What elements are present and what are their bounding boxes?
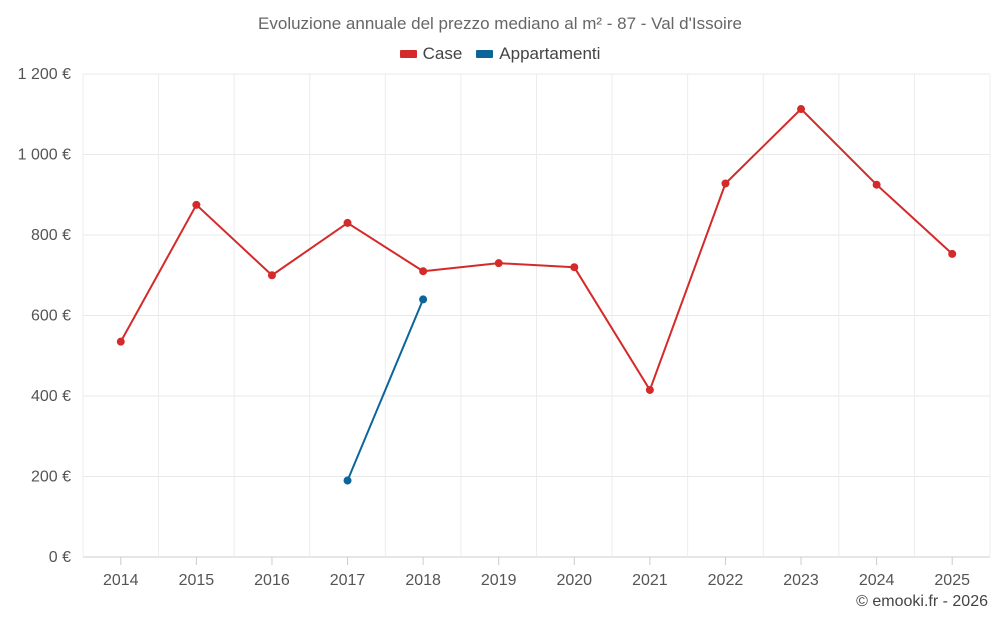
series-line-appartamenti	[346, 299, 425, 481]
y-tick-label: 400 €	[31, 388, 71, 405]
x-tick-label: 2025	[934, 572, 970, 589]
legend: Case Appartamenti	[0, 44, 1000, 64]
x-tick-label: 2015	[179, 572, 215, 589]
legend-swatch-appartamenti	[476, 50, 494, 58]
x-tick-label: 2020	[556, 572, 592, 589]
data-point-case-2022	[721, 179, 730, 188]
data-point-case-2021	[645, 385, 654, 394]
y-tick-label: 600 €	[31, 308, 71, 325]
legend-label-appartamenti: Appartamenti	[499, 44, 601, 63]
legend-item-appartamenti[interactable]: Appartamenti	[476, 44, 600, 64]
legend-swatch-case	[399, 50, 417, 58]
series-line-case	[119, 108, 953, 391]
legend-item-case[interactable]: Case	[399, 44, 463, 64]
x-tick-label: 2019	[481, 572, 517, 589]
x-tick-label: 2022	[708, 572, 744, 589]
data-point-appartamenti-2017	[343, 476, 352, 485]
x-tick-label: 2016	[254, 572, 290, 589]
data-point-case-2019	[494, 259, 503, 268]
legend-label-case: Case	[422, 44, 463, 63]
y-tick-label: 200 €	[31, 469, 71, 486]
x-tick-label: 2024	[859, 572, 895, 589]
data-point-case-2017	[343, 218, 352, 227]
credits-link[interactable]: © emooki.fr - 2026	[856, 593, 988, 610]
y-tick-label: 0 €	[49, 549, 71, 566]
x-tick-label: 2021	[632, 572, 668, 589]
data-point-appartamenti-2018	[419, 295, 428, 304]
data-point-case-2014	[116, 337, 125, 346]
x-tick-label: 2017	[330, 572, 366, 589]
data-point-case-2024	[872, 180, 881, 189]
y-tick-label: 1 200 €	[18, 66, 71, 83]
y-tick-label: 800 €	[31, 227, 71, 244]
data-point-case-2015	[192, 200, 201, 209]
x-tick-label: 2023	[783, 572, 819, 589]
x-tick-label: 2014	[103, 572, 139, 589]
data-point-case-2020	[570, 263, 579, 272]
y-tick-label: 1 000 €	[18, 147, 71, 164]
data-point-case-2016	[267, 271, 276, 280]
data-point-case-2018	[419, 267, 428, 276]
data-point-case-2023	[797, 105, 806, 114]
x-tick-label: 2018	[405, 572, 441, 589]
chart-title: Evoluzione annuale del prezzo mediano al…	[258, 14, 742, 33]
data-point-case-2025	[948, 249, 957, 258]
